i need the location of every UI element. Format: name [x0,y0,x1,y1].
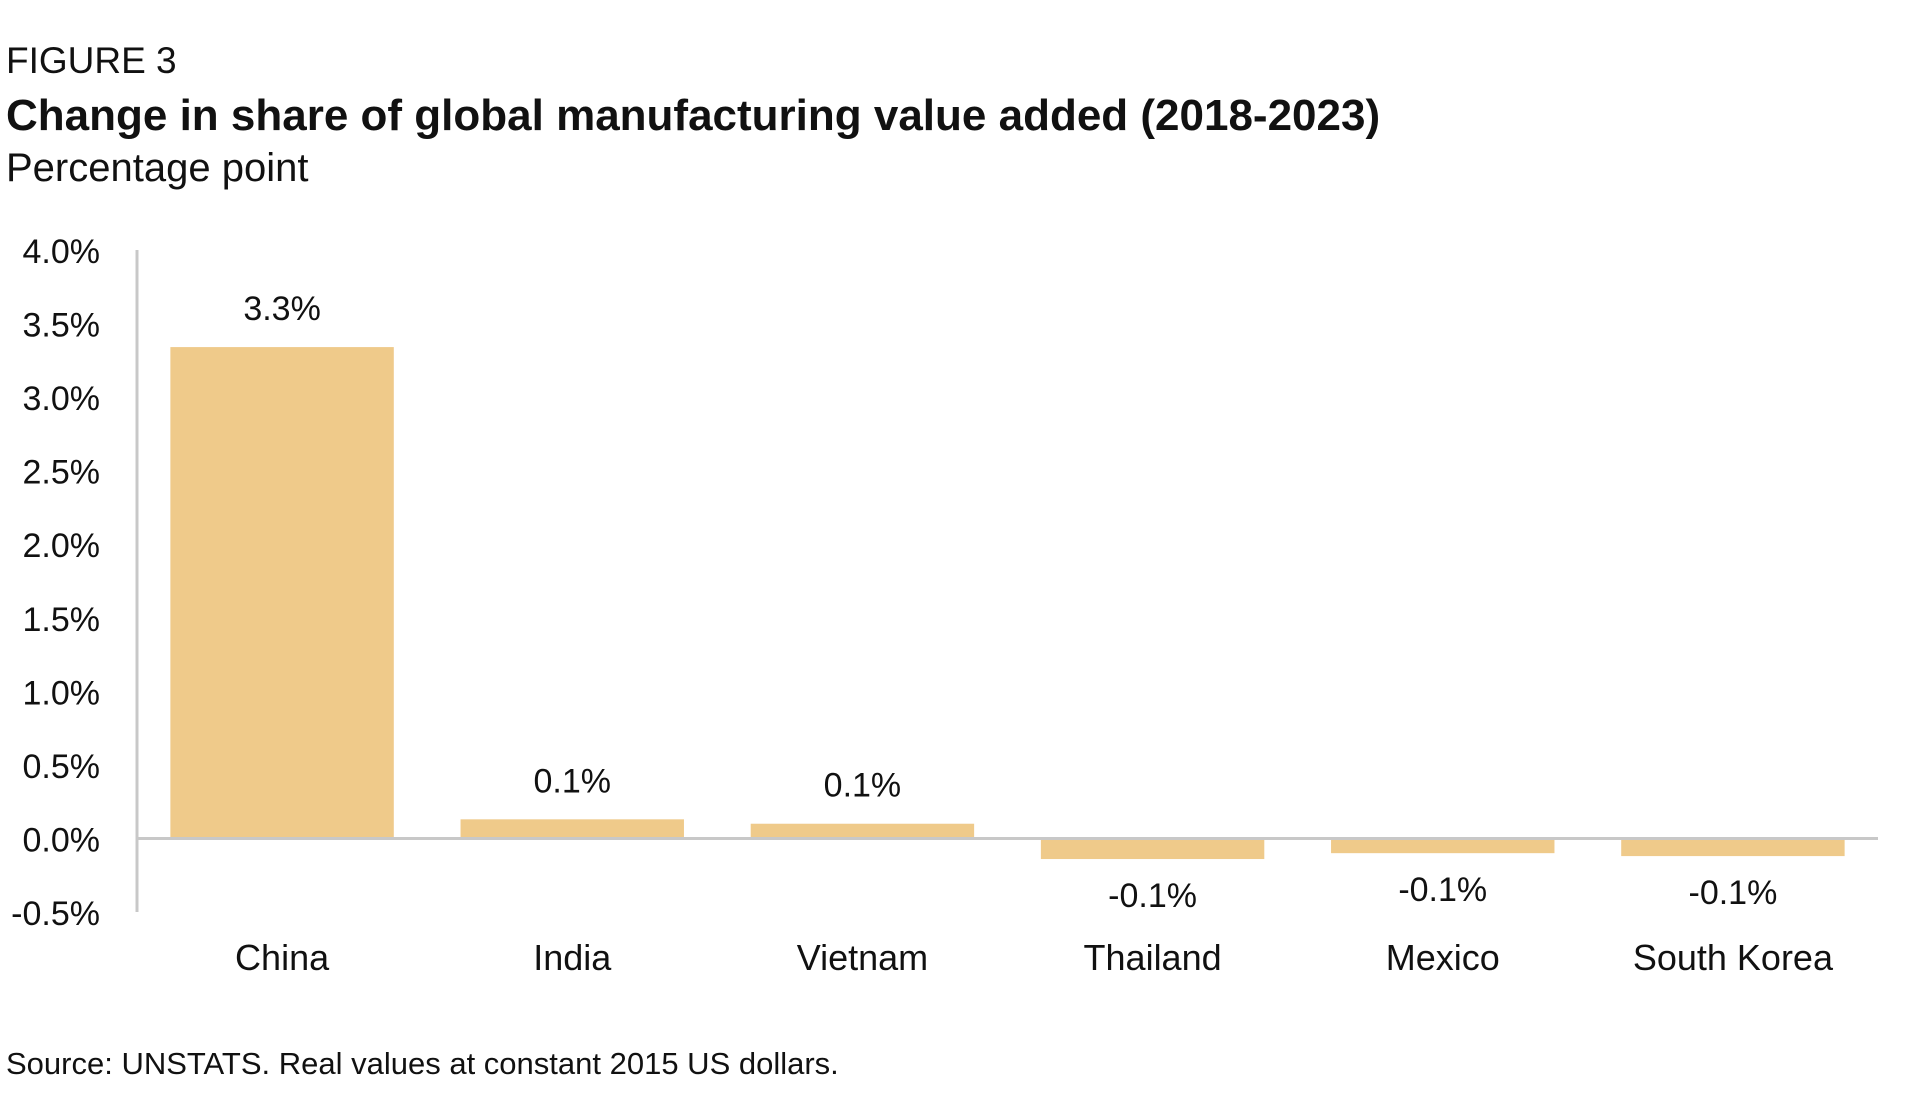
data-labels: 3.3% 0.1% 0.1% -0.1% -0.1% -0.1% [243,290,1777,915]
x-tick-label: Vietnam [797,937,928,978]
bar-mexico [1331,838,1555,854]
y-tick-label: 0.0% [23,821,101,859]
data-label: 0.1% [534,762,612,800]
data-label: -0.1% [1398,871,1487,909]
bar-india [460,819,684,839]
data-label: -0.1% [1108,877,1197,915]
axes [135,250,1878,912]
bars [170,347,1845,860]
data-label: -0.1% [1689,874,1778,912]
x-tick-label: China [235,937,330,978]
data-label: 3.3% [243,290,321,328]
source-note: Source: UNSTATS. Real values at constant… [6,1046,839,1081]
chart-subtitle: Percentage point [6,146,309,190]
x-tick-label: India [533,937,612,978]
y-axis-ticks: 4.0% 3.5% 3.0% 2.5% 2.0% 1.5% 1.0% 0.5% 0.0% -0.5… [11,233,100,933]
bar-vietnam [750,823,975,839]
chart-title: Change in share of global manufacturing … [6,91,1381,140]
figure-label: FIGURE 3 [6,40,177,81]
x-tick-label: Mexico [1386,937,1500,978]
x-tick-label: Thailand [1084,937,1222,978]
x-tick-label: South Korea [1633,937,1834,978]
y-tick-label: 1.0% [23,674,101,712]
x-axis-labels: China India Vietnam Thailand Mexico South Kor… [235,937,1834,978]
y-tick-label: 2.5% [23,454,101,492]
bar-china [170,347,394,839]
bar-south-korea [1621,838,1845,857]
bar-thailand [1040,838,1265,860]
y-tick-label: 3.0% [23,380,101,418]
y-tick-label: -0.5% [11,895,100,933]
y-tick-label: 2.0% [23,527,101,565]
y-tick-label: 4.0% [23,233,101,271]
y-tick-label: 3.5% [23,307,101,345]
y-tick-label: 1.5% [23,601,101,639]
y-tick-label: 0.5% [23,748,101,786]
bar-chart: 4.0% 3.5% 3.0% 2.5% 2.0% 1.5% 1.0% 0.5% 0.0% -0.5… [11,233,1878,978]
data-label: 0.1% [824,767,902,805]
